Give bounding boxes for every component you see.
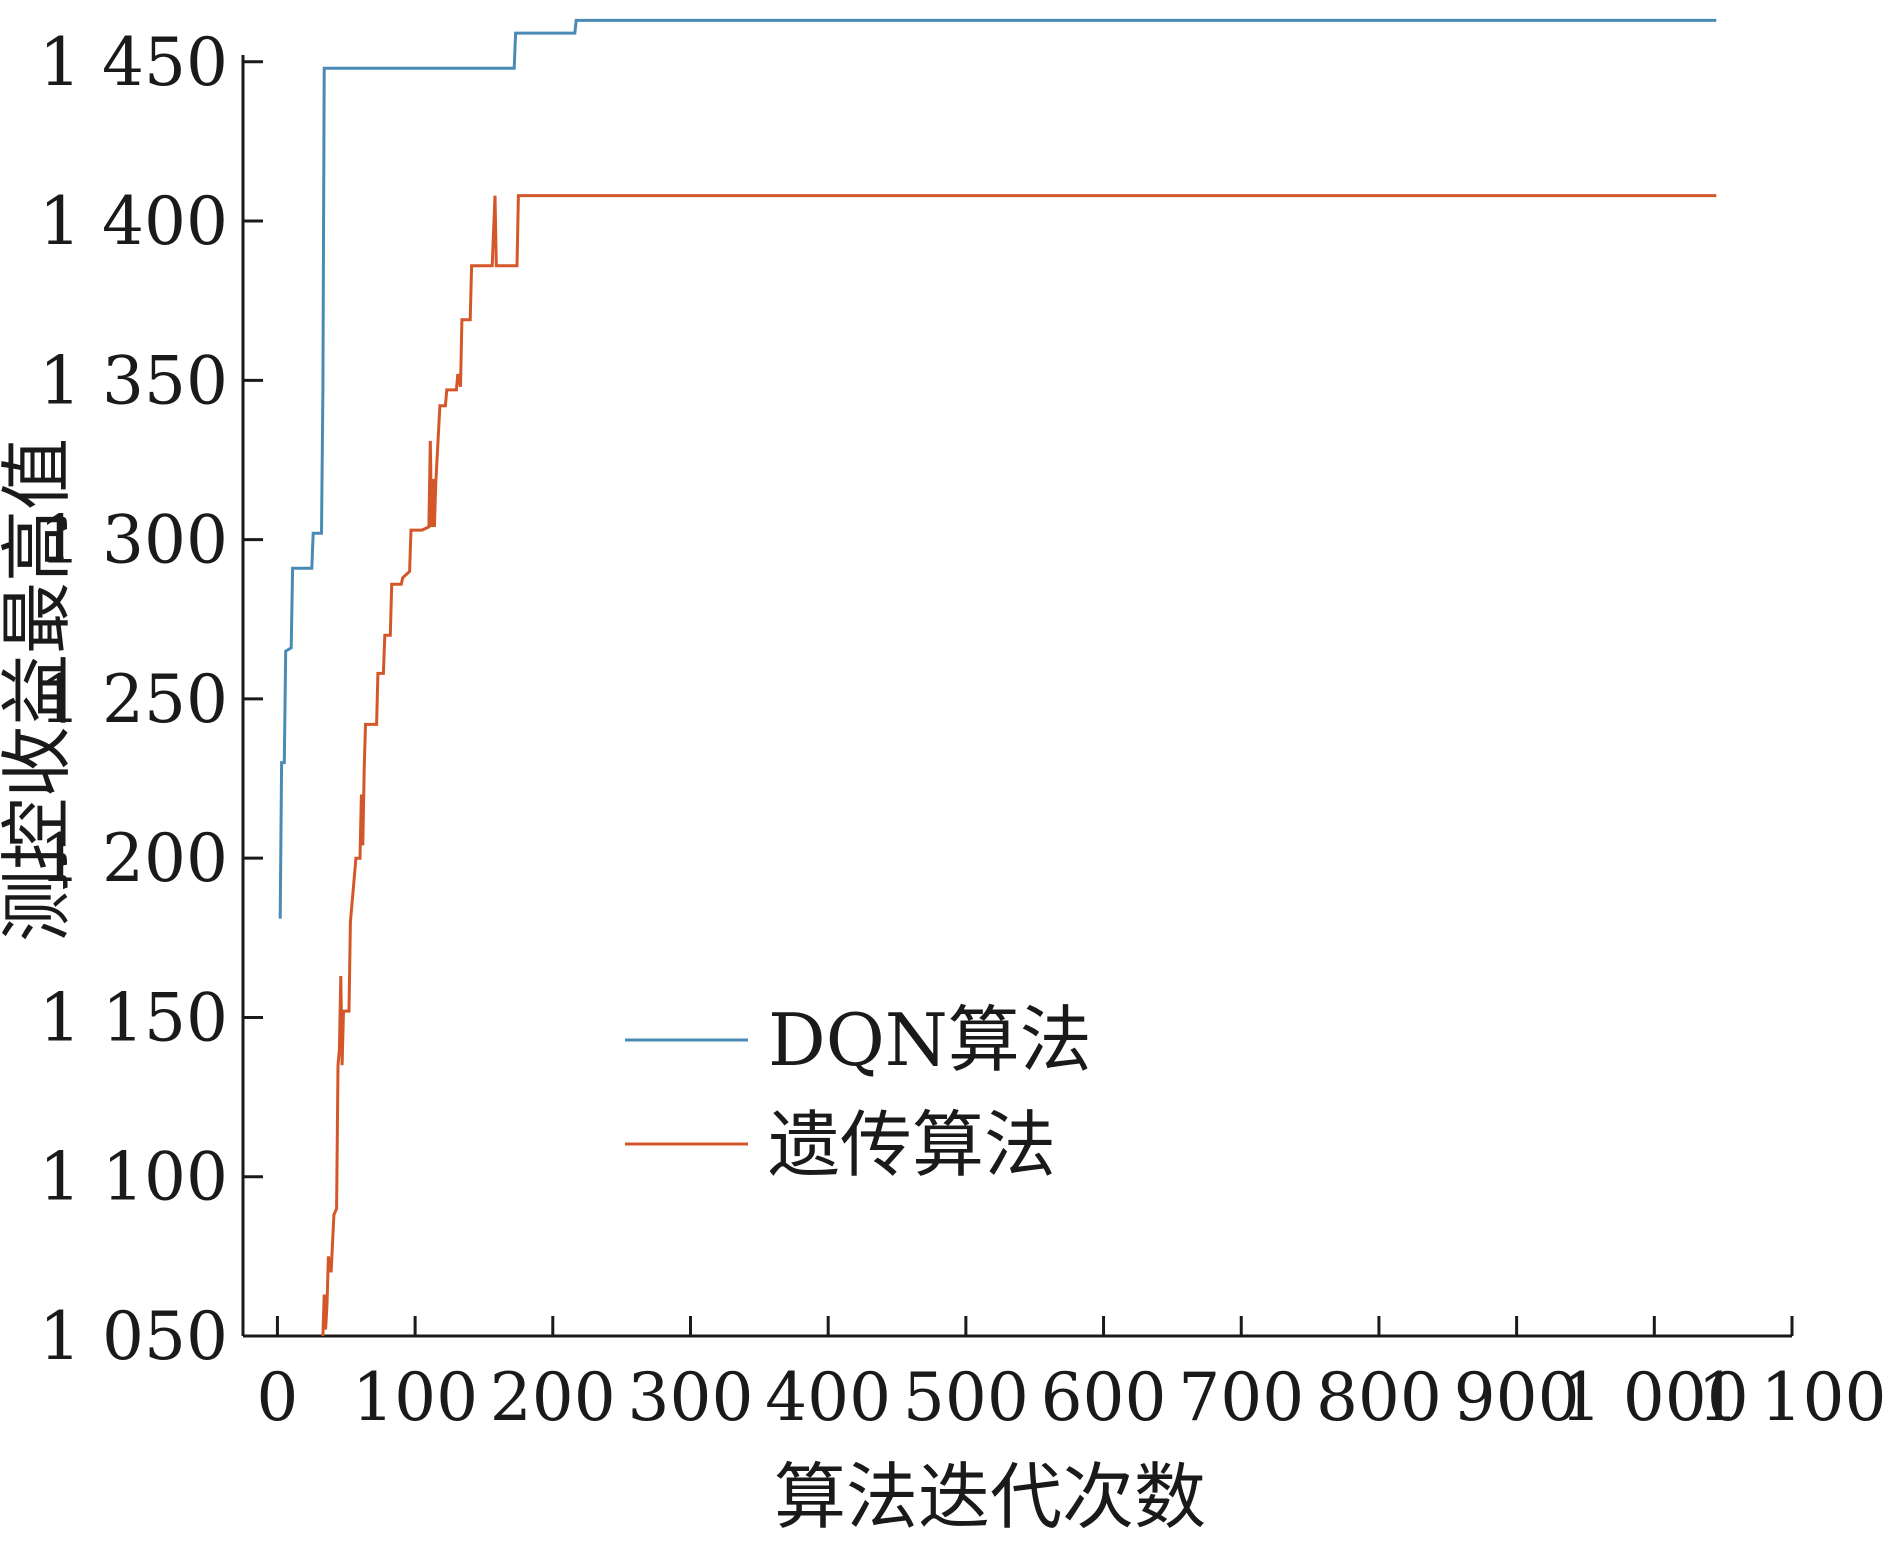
x-tick-label: 100: [352, 1359, 478, 1436]
x-tick-label: 0: [256, 1359, 298, 1436]
series-line-dqn: [278, 18, 1717, 919]
y-tick-label: 1 350: [39, 342, 228, 419]
x-tick-label: 500: [903, 1359, 1029, 1436]
x-tick-label: 800: [1316, 1359, 1442, 1436]
y-tick-label: 1 150: [39, 979, 228, 1056]
y-tick-label: 1 450: [39, 24, 228, 101]
y-ticks: 1 050 1 100 1 150 1 200 1 250 1 300 1 350 1 400…: [39, 24, 263, 1375]
x-tick-label: 600: [1041, 1359, 1167, 1436]
y-tick-label: 1 050: [39, 1298, 228, 1375]
x-tick-label: 700: [1178, 1359, 1304, 1436]
y-axis-title: 测控收益最高值: [0, 438, 79, 942]
x-tick-label: 1 100: [1698, 1359, 1887, 1436]
x-tick-label: 1 000: [1560, 1359, 1749, 1436]
x-tick-label: 900: [1454, 1359, 1580, 1436]
x-tick-label: 300: [627, 1359, 753, 1436]
axes: [241, 55, 1792, 1338]
x-axis-title: 算法迭代次数: [774, 1455, 1206, 1539]
y-tick-label: 1 250: [39, 661, 228, 738]
legend-label-ga: 遗传算法: [768, 1103, 1056, 1187]
series-line-ga: [321, 194, 1717, 1337]
y-tick-label: 1 100: [39, 1139, 228, 1216]
x-tick-label: 200: [490, 1359, 616, 1436]
y-tick-label: 1 200: [39, 820, 228, 897]
y-tick-label: 1 300: [39, 502, 228, 579]
legend: DQN算法 遗传算法: [625, 998, 1092, 1187]
series-layer: [278, 18, 1717, 1337]
legend-label-dqn: DQN算法: [768, 998, 1092, 1082]
x-tick-label: 400: [765, 1359, 891, 1436]
y-tick-label: 1 400: [39, 183, 228, 260]
